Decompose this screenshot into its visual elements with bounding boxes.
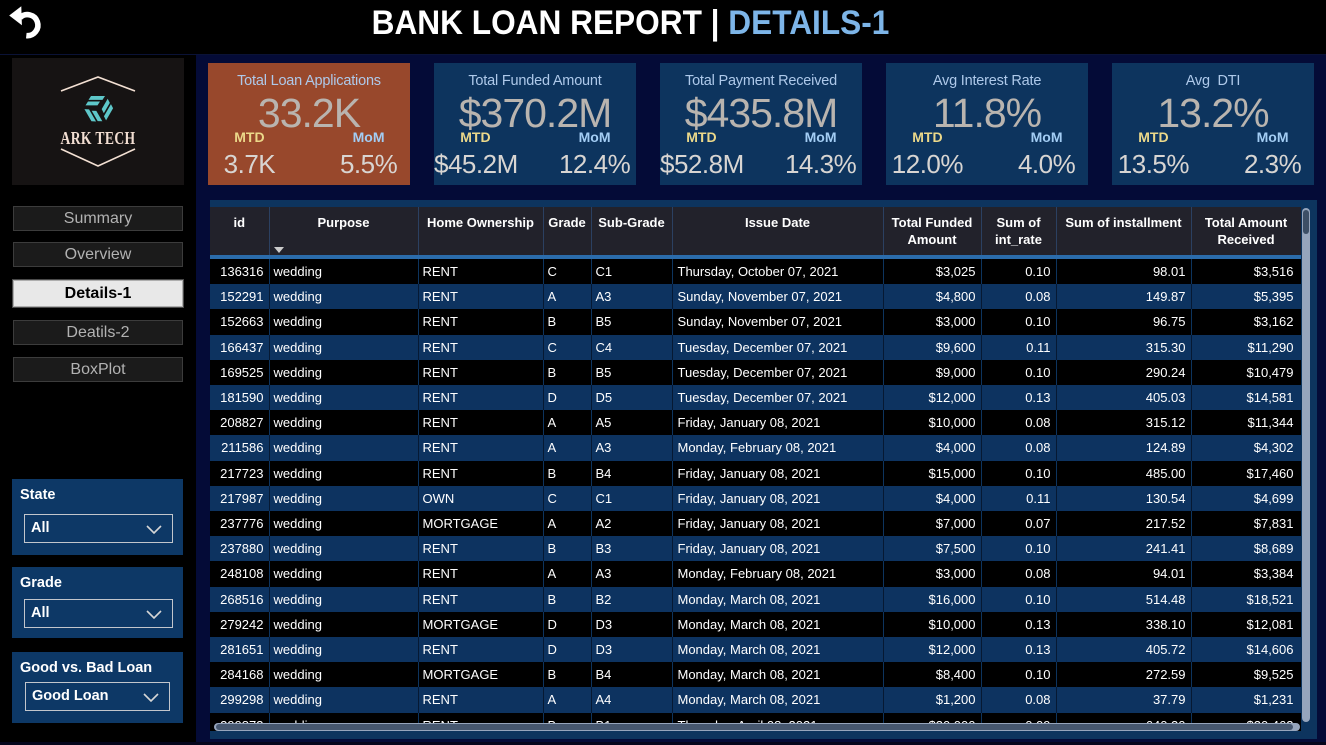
svg-text:ARK TECH: ARK TECH (61, 128, 136, 148)
